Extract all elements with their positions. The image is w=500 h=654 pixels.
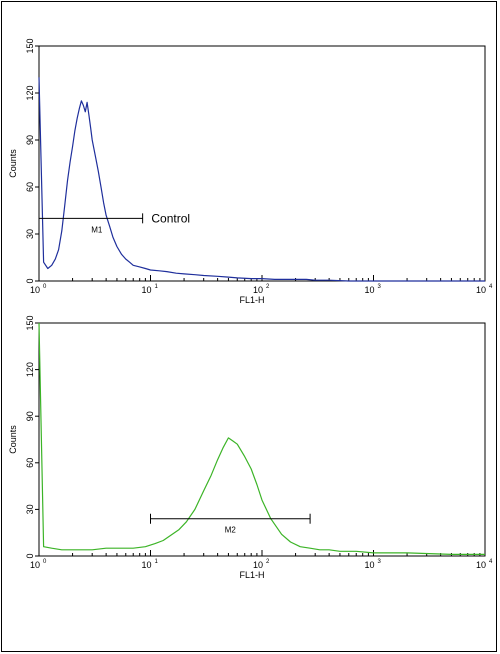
y-tick-label-2-4: 120 <box>25 362 35 377</box>
x-tick-label-2-3: 10 <box>364 560 374 570</box>
x-tick-label-2-0: 10 <box>30 560 40 570</box>
y-axis-title-2: Counts <box>8 425 18 454</box>
histogram-line-1 <box>38 77 485 282</box>
y-tick-label-1-4: 120 <box>25 85 35 100</box>
plot-area-2 <box>38 322 486 557</box>
y-tick-label-1-1: 30 <box>25 229 35 239</box>
x-tick-label-exp-2-4: 4 <box>489 559 493 565</box>
y-tick-label-2-0: 0 <box>25 553 35 558</box>
x-tick-label-exp-1-3: 3 <box>378 284 382 290</box>
x-tick-label-exp-2-2: 2 <box>266 559 270 565</box>
y-tick-label-2-1: 30 <box>25 504 35 514</box>
x-tick-label-1-4: 10 <box>476 285 486 295</box>
y-tick-label-2-2: 60 <box>25 458 35 468</box>
y-tick-label-2-5: 150 <box>25 315 35 330</box>
x-tick-label-1-2: 10 <box>253 285 263 295</box>
x-tick-label-exp-1-0: 0 <box>43 284 47 290</box>
x-axis-title-1: FL1-H <box>239 295 264 305</box>
histogram-line-2 <box>38 322 485 555</box>
x-tick-label-exp-2-3: 3 <box>378 559 382 565</box>
plot-area-1 <box>38 45 486 282</box>
marker-label-1: M1 <box>91 225 103 234</box>
x-tick-label-2-2: 10 <box>253 560 263 570</box>
x-tick-label-1-0: 10 <box>30 285 40 295</box>
x-tick-label-exp-2-0: 0 <box>43 559 47 565</box>
x-tick-label-exp-1-1: 1 <box>155 284 159 290</box>
x-axis-title-2: FL1-H <box>239 570 264 580</box>
y-axis-title-1: Counts <box>8 149 18 178</box>
x-tick-label-1-3: 10 <box>364 285 374 295</box>
marker-label-2: M2 <box>225 526 237 535</box>
x-tick-label-2-4: 10 <box>476 560 486 570</box>
y-tick-label-1-0: 0 <box>25 278 35 283</box>
x-tick-label-exp-1-4: 4 <box>489 284 493 290</box>
y-tick-label-2-3: 90 <box>25 411 35 421</box>
y-tick-label-1-2: 60 <box>25 182 35 192</box>
y-tick-label-1-5: 150 <box>25 38 35 53</box>
annotation-control: Control <box>151 211 190 225</box>
x-tick-label-2-1: 10 <box>141 560 151 570</box>
y-tick-label-1-3: 90 <box>25 135 35 145</box>
x-tick-label-exp-1-2: 2 <box>266 284 270 290</box>
x-tick-label-exp-2-1: 1 <box>155 559 159 565</box>
x-tick-label-1-1: 10 <box>141 285 151 295</box>
